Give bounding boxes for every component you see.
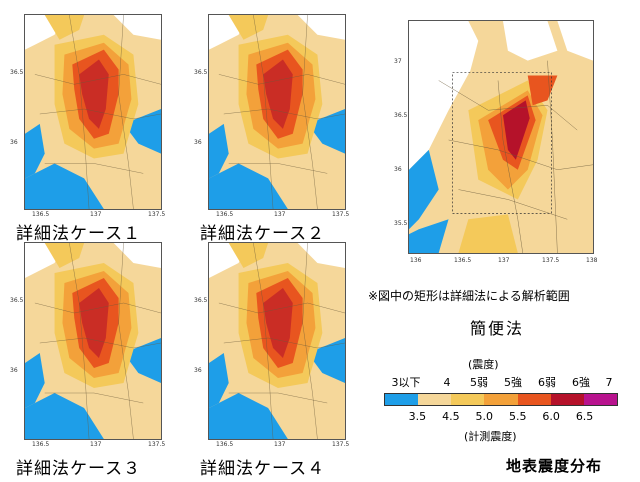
y-tick-label: 36: [10, 367, 18, 374]
intensity-label: 6弱: [538, 376, 556, 389]
intensity-labels: 3以下 4 5弱 5強 6弱 6強 7: [380, 374, 620, 390]
x-tick-label: 136.5: [454, 257, 472, 264]
x-tick-label: 137.5: [148, 441, 166, 448]
y-tick-label: 36: [194, 367, 202, 374]
analysis-range-note: ※図中の矩形は詳細法による解析範囲: [368, 289, 570, 303]
intensity-label: 5強: [504, 376, 522, 389]
colorbar-segment: [484, 394, 518, 405]
instrumental-ticks: 3.5 4.5 5.0 5.5 6.0 6.5: [384, 410, 618, 424]
instrumental-tick: 5.0: [475, 410, 494, 423]
map-case-3: [24, 242, 162, 440]
simple-method-title: 簡便法: [470, 319, 525, 338]
simple-method-map: [408, 20, 594, 254]
x-tick-label: 136.5: [216, 211, 234, 218]
caption-case-2: 詳細法ケース２: [200, 224, 326, 244]
y-tick-label: 36.5: [10, 69, 24, 76]
x-tick-label: 136: [410, 257, 422, 264]
y-tick-label: 37: [394, 58, 402, 65]
instrumental-tick: 5.5: [508, 410, 527, 423]
instrumental-tick: 4.5: [442, 410, 460, 423]
x-tick-label: 137.5: [148, 211, 166, 218]
colorbar-segment: [583, 394, 617, 405]
intensity-label: 6強: [572, 376, 590, 389]
y-tick-label: 36.5: [194, 297, 208, 304]
caption-case-4: 詳細法ケース４: [200, 459, 326, 479]
intensity-label: 4: [443, 376, 451, 389]
y-tick-label: 36: [10, 139, 18, 146]
legend-heading: (震度): [468, 358, 499, 371]
intensity-label: 7: [605, 376, 613, 389]
intensity-colorbar: [384, 393, 618, 406]
intensity-label: 5弱: [470, 376, 488, 389]
colorbar-segment: [550, 394, 584, 405]
y-tick-label: 36.5: [394, 112, 408, 119]
instrumental-tick: 6.0: [542, 410, 560, 423]
y-tick-label: 36: [194, 139, 202, 146]
colorbar-segment: [418, 394, 452, 405]
x-tick-label: 137.5: [332, 441, 350, 448]
x-tick-label: 137: [90, 441, 102, 448]
y-tick-label: 36.5: [194, 69, 208, 76]
map-case-2: [208, 14, 346, 210]
map-case-4: [208, 242, 346, 440]
x-tick-label: 137: [274, 441, 286, 448]
x-tick-label: 137.5: [332, 211, 350, 218]
x-tick-label: 136.5: [32, 211, 50, 218]
instrumental-tick: 3.5: [408, 410, 427, 423]
caption-case-1: 詳細法ケース１: [16, 224, 142, 244]
x-tick-label: 137: [498, 257, 510, 264]
x-tick-label: 136.5: [216, 441, 234, 448]
colorbar-segment: [517, 394, 551, 405]
instrumental-tick: 6.5: [575, 410, 594, 423]
figure-title: 地表震度分布: [506, 457, 603, 475]
map-case-1: [24, 14, 162, 210]
x-tick-label: 136.5: [32, 441, 50, 448]
x-tick-label: 137.5: [542, 257, 560, 264]
y-tick-label: 36: [394, 166, 402, 173]
x-tick-label: 137: [90, 211, 102, 218]
legend-footer: (計測震度): [464, 430, 517, 443]
caption-case-3: 詳細法ケース３: [16, 459, 142, 479]
x-tick-label: 138: [586, 257, 598, 264]
y-tick-label: 36.5: [10, 297, 24, 304]
x-tick-label: 137: [274, 211, 286, 218]
colorbar-segment: [451, 394, 485, 405]
intensity-label: 3以下: [391, 376, 421, 389]
y-tick-label: 35.5: [394, 220, 408, 227]
colorbar-segment: [385, 394, 419, 405]
